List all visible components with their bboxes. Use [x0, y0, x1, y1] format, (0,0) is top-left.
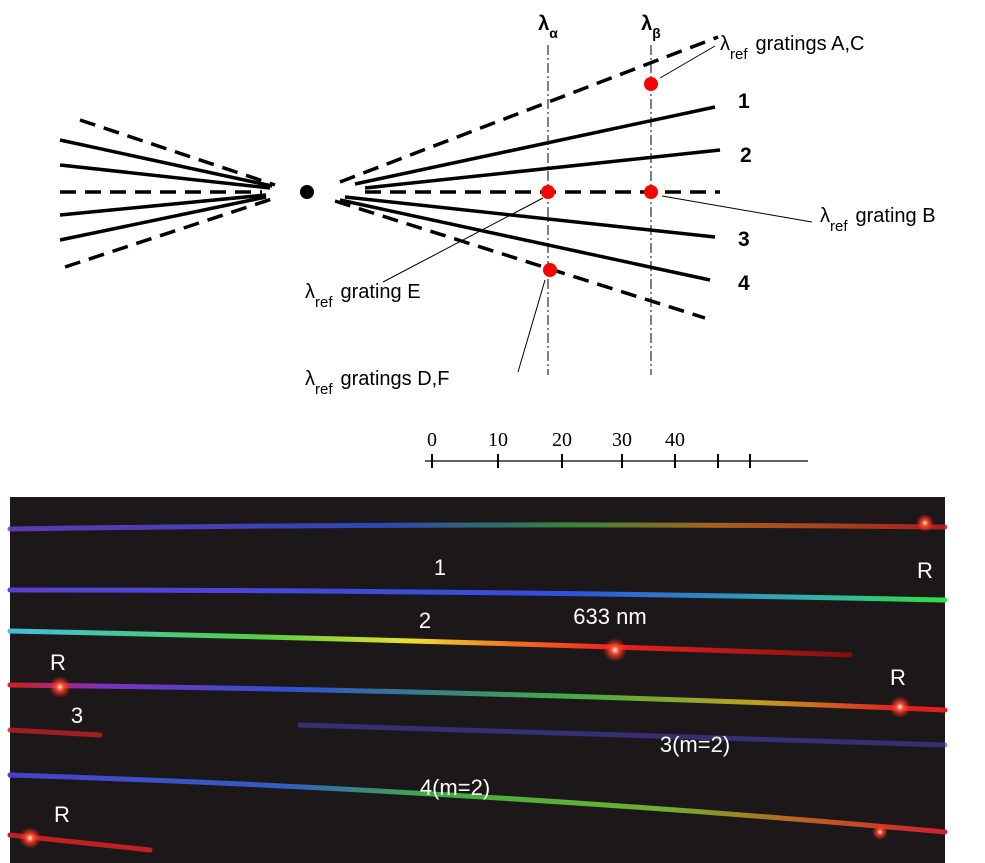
scale-label: 20 — [552, 429, 572, 451]
photo-label: 4(m=2) — [420, 775, 490, 800]
subscript: ref — [730, 46, 748, 63]
annotation: λref gratings D,F — [305, 368, 449, 398]
scale-label: 10 — [488, 429, 508, 451]
right-fan — [335, 37, 720, 318]
photo-label: 633 nm — [573, 604, 646, 629]
photo-label: 2 — [419, 608, 431, 633]
text: grating E — [341, 281, 421, 303]
line-label: 1 — [738, 90, 750, 113]
photo-label: R — [50, 650, 66, 675]
text: gratings A,C — [756, 33, 865, 55]
annotation: λref grating E — [305, 281, 421, 311]
annotation: λref gratings A,C — [720, 33, 864, 63]
subscript: ref — [830, 218, 848, 235]
figure: λα λβ 1 2 3 4 λrefgratings A,C λrefgrati… — [0, 0, 985, 863]
symbol: λ — [720, 33, 730, 55]
line-label: 4 — [738, 272, 750, 295]
page: λα λβ 1 2 3 4 λrefgratings A,C λrefgrati… — [0, 0, 985, 863]
photo: R 1 2 633 nm R R 3 3(m=2) 4(m=2) R — [10, 497, 945, 863]
photo-label: R — [54, 802, 70, 827]
photo-label: R — [917, 558, 933, 583]
symbol: λ — [538, 13, 549, 35]
scale: 0 10 20 30 40 — [425, 429, 808, 468]
photo-label: 1 — [434, 555, 446, 580]
symbol: λ — [641, 13, 652, 35]
photo-label: R — [890, 665, 906, 690]
symbol: λ — [820, 205, 830, 227]
scale-label: 0 — [427, 429, 437, 451]
source-dot — [300, 185, 314, 199]
left-fan — [60, 120, 275, 267]
subscript: α — [549, 25, 558, 41]
subscript: ref — [315, 294, 333, 311]
photo-label: 3(m=2) — [660, 732, 730, 757]
scale-label: 40 — [665, 429, 685, 451]
subscript: β — [652, 25, 661, 41]
photo-label: 3 — [71, 703, 83, 728]
symbol: λ — [305, 368, 315, 390]
scale-label: 30 — [612, 429, 632, 451]
subscript: ref — [315, 381, 333, 398]
symbol: λ — [305, 281, 315, 303]
line-label: 3 — [738, 228, 750, 251]
line-label: 2 — [740, 144, 752, 167]
lambda-alpha: λα — [538, 13, 558, 41]
text: gratings D,F — [341, 368, 450, 390]
annotation: λref grating B — [820, 205, 936, 235]
lambda-beta: λβ — [641, 13, 661, 41]
text: grating B — [856, 205, 936, 227]
